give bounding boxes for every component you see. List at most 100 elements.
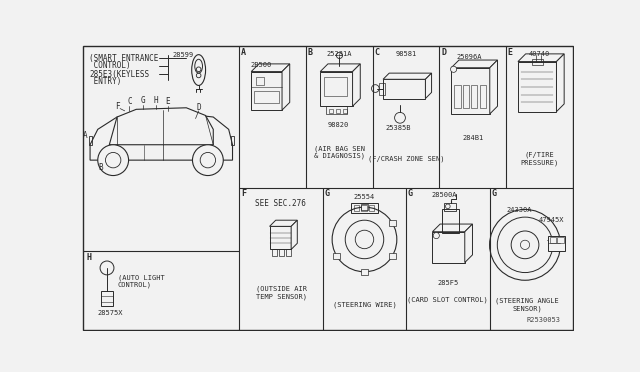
Text: R2530053: R2530053 [527, 317, 561, 323]
Circle shape [371, 85, 380, 92]
Circle shape [451, 66, 457, 73]
Bar [362, 269, 367, 275]
Text: 284B1: 284B1 [462, 135, 483, 141]
Bar [285, 250, 291, 256]
Bar [335, 109, 340, 113]
Circle shape [193, 145, 223, 176]
Text: ENTRY): ENTRY) [90, 77, 122, 86]
Text: (STEERING WIRE): (STEERING WIRE) [333, 302, 396, 308]
Bar [380, 83, 385, 95]
Ellipse shape [192, 55, 205, 86]
Text: A: A [241, 48, 246, 57]
Bar [471, 85, 477, 108]
Bar [351, 203, 378, 212]
Polygon shape [383, 73, 431, 79]
Bar [369, 205, 374, 211]
Text: 28599: 28599 [172, 52, 194, 58]
Bar [320, 71, 353, 106]
Bar [256, 77, 264, 85]
Bar [532, 58, 543, 65]
Text: (AUTO LIGHT
CONTROL): (AUTO LIGHT CONTROL) [118, 274, 164, 288]
Text: F: F [115, 102, 119, 111]
Bar [454, 85, 461, 108]
Text: 40740: 40740 [529, 51, 550, 57]
Bar [231, 135, 234, 145]
Polygon shape [490, 60, 497, 114]
Bar [342, 109, 347, 113]
Bar [433, 232, 465, 263]
Text: G: G [141, 96, 145, 105]
Text: B: B [308, 48, 313, 57]
Text: B: B [99, 163, 103, 172]
Text: 285F5: 285F5 [437, 280, 458, 286]
Bar [279, 250, 284, 256]
Text: G: G [491, 189, 496, 198]
Polygon shape [90, 114, 232, 160]
Text: 28575X: 28575X [97, 310, 122, 316]
Text: SEE SEC.276: SEE SEC.276 [255, 199, 306, 208]
Bar [444, 203, 456, 211]
Text: D: D [196, 103, 201, 112]
Polygon shape [320, 64, 360, 71]
Bar [442, 209, 459, 233]
Text: 98820: 98820 [328, 122, 349, 128]
Bar [451, 68, 490, 114]
Text: CONTROL): CONTROL) [90, 61, 131, 70]
Text: (F/CRASH ZONE SEN): (F/CRASH ZONE SEN) [368, 155, 444, 162]
Text: D: D [441, 48, 446, 57]
Polygon shape [109, 108, 213, 145]
Text: 47945X: 47945X [538, 217, 564, 223]
Bar [254, 91, 279, 103]
Polygon shape [269, 220, 298, 226]
Text: 25096A: 25096A [456, 54, 482, 60]
Bar [88, 135, 92, 145]
Polygon shape [518, 54, 564, 62]
Circle shape [433, 232, 440, 239]
Text: H: H [86, 253, 92, 262]
Text: E: E [508, 48, 513, 57]
Polygon shape [353, 64, 360, 106]
Circle shape [490, 209, 561, 280]
Text: C: C [127, 97, 132, 106]
Text: 98581: 98581 [396, 51, 417, 57]
Text: H: H [153, 96, 158, 105]
Bar [252, 71, 282, 110]
Polygon shape [465, 224, 472, 263]
Bar [389, 253, 396, 259]
Bar [329, 109, 333, 113]
Bar [518, 62, 556, 112]
Bar [389, 220, 396, 226]
Bar [326, 106, 347, 114]
Polygon shape [451, 60, 497, 68]
Text: G: G [324, 189, 330, 198]
Circle shape [100, 261, 114, 275]
Polygon shape [426, 73, 431, 99]
Polygon shape [282, 64, 290, 110]
Bar [354, 205, 359, 211]
Bar [101, 291, 113, 307]
Bar [548, 235, 565, 251]
Text: E: E [166, 97, 170, 106]
Text: 285E3(KEYLESS: 285E3(KEYLESS [90, 70, 149, 79]
Text: F: F [241, 189, 246, 198]
Circle shape [332, 207, 397, 272]
Polygon shape [252, 64, 290, 71]
Text: A: A [83, 131, 88, 140]
Polygon shape [433, 224, 472, 232]
Text: 25385B: 25385B [386, 125, 412, 131]
Bar [550, 237, 556, 243]
Text: (SMART ENTRANCE: (SMART ENTRANCE [90, 54, 159, 63]
Text: C: C [374, 48, 380, 57]
Bar [362, 204, 367, 210]
Bar [272, 250, 277, 256]
Bar [557, 237, 564, 243]
Polygon shape [556, 54, 564, 112]
Text: 25554: 25554 [354, 194, 375, 200]
Bar [383, 79, 426, 99]
Bar [362, 205, 367, 211]
Polygon shape [291, 220, 298, 250]
Text: 24330A: 24330A [507, 207, 532, 213]
Text: (STEERING ANGLE
SENSOR): (STEERING ANGLE SENSOR) [495, 298, 559, 312]
Text: (F/TIRE
PRESSURE): (F/TIRE PRESSURE) [520, 152, 559, 166]
Text: (OUTSIDE AIR
TEMP SENSOR): (OUTSIDE AIR TEMP SENSOR) [255, 286, 307, 299]
